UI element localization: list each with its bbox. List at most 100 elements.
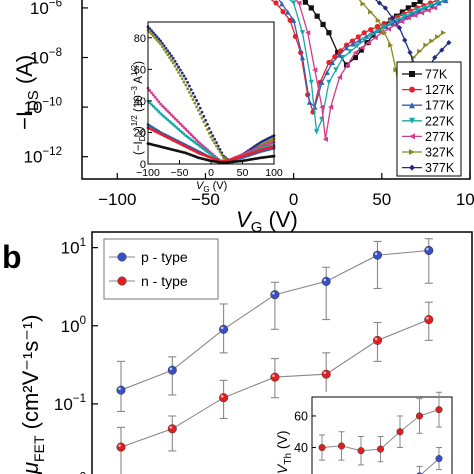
- panel-a-inset-y-tick-label-4-base: 80: [134, 33, 146, 45]
- panel-a-point-4-29: [319, 104, 325, 110]
- panel-a-inset-point-2-15: [173, 117, 177, 120]
- panel-a-inset-x-tick-label-3-base: 50: [237, 167, 249, 179]
- panel-a-inset-point-3-3: [152, 104, 155, 108]
- panel-b-inset-series-group: [318, 391, 443, 474]
- panel-a-point-3-40: [388, 20, 394, 26]
- panel-a-point-0-46: [417, 0, 423, 4]
- inset-b-y-label-unit: (V): [274, 430, 290, 453]
- panel-a-inset-point-2-27: [195, 138, 199, 142]
- panel-a-point-5-35: [360, 1, 366, 7]
- panel-a-inset-point-0-28: [197, 102, 200, 106]
- panel-b-legend-label-1: n - type: [141, 273, 188, 289]
- panel-b-frame: [91, 231, 473, 474]
- panel-a-inset-point-2-22: [186, 129, 190, 133]
- panel-a-point-4-39: [385, 26, 392, 32]
- panel-b-y-tick-label-1-base: 10: [61, 317, 80, 336]
- panel-a-inset-point-0-19: [180, 71, 184, 75]
- panel-a-inset-point-3-17: [177, 127, 181, 131]
- panel-a-inset-point-0-17: [177, 65, 181, 69]
- panel-a-x-tick-label-3: 50: [372, 190, 391, 209]
- panel-a-x-tick-label-3-base: 50: [372, 190, 391, 209]
- panel-a-x-tick-label-0: −100: [98, 190, 136, 209]
- inset-y-label-c: ): [133, 126, 145, 130]
- panel-b-point-shine-0-6: [426, 247, 429, 251]
- panel-b-inset-point-0-0: [318, 444, 326, 452]
- panel-a-inset-point-2-23: [188, 131, 191, 135]
- panel-b-inset-line-1: [420, 458, 440, 474]
- panel-b-inset-point-0-6: [435, 406, 443, 414]
- panel-a-point-2-28: [306, 99, 313, 105]
- panel-a-point-1-39: [368, 27, 374, 33]
- panel-b-point-shine-0-5: [374, 252, 378, 256]
- panel-b-y-tick-label-0-base: 10: [61, 239, 80, 258]
- panel-a-frame: [81, 0, 471, 180]
- panel-a-inset-point-0-21: [184, 77, 188, 81]
- panel-a-inset-x-tick-label-2-base: 0: [208, 167, 214, 179]
- panel-a-legend-marker-4: [409, 133, 415, 140]
- panel-a-inset-point-0-30: [200, 110, 204, 114]
- panel-a-x-tick-label-1: −50: [191, 190, 220, 209]
- panel-b-point-0-4: [321, 276, 331, 286]
- panel-a-point-0-36: [358, 47, 364, 53]
- panel-a-inset-y-tick-label-1: 20: [134, 127, 146, 139]
- panel-a-inset-point-2-3: [152, 93, 155, 97]
- panel-a-y-label-unit: (A): [12, 55, 37, 90]
- panel-a-point-0-28: [302, 0, 308, 5]
- panel-a-point-2-48: [436, 0, 442, 6]
- panel-a-inset-y-tick-label-3-base: 60: [134, 64, 146, 76]
- panel-a-inset-point-2-17: [177, 120, 181, 124]
- panel-b-y-label-sub: FET: [31, 435, 47, 462]
- panel-a-inset-point-3-20: [182, 132, 186, 136]
- panel-a-inset-point-1-25: [191, 98, 195, 101]
- panel-a-inset-point-1-14: [171, 61, 175, 65]
- panel-b-y-tick-label-2-exp: −1: [73, 393, 86, 405]
- panel-a-inset-point-1-20: [182, 80, 186, 84]
- panel-a-inset-point-1-5: [155, 38, 159, 42]
- panel-a-legend-label-2: 177K: [425, 99, 455, 113]
- panel-a-inset-point-0-18: [179, 68, 182, 72]
- panel-a-point-6-49: [446, 40, 452, 46]
- panel-a-point-3-27: [299, 30, 306, 36]
- panel-a-y-tick-label-1-base: 10: [30, 49, 49, 68]
- panel-b-point-shine-0-2: [220, 326, 224, 330]
- panel-a-y-tick-label-1-exp: −8: [49, 47, 62, 59]
- panel-b-label: b: [2, 239, 22, 275]
- panel-a-point-6-48: [439, 47, 445, 53]
- panel-a-inset-point-3-14: [171, 123, 175, 126]
- panel-a-x-tick-label-4-base: 100: [456, 190, 474, 209]
- panel-a-point-5-36: [368, 9, 374, 15]
- panel-b-point-1-6: [424, 315, 434, 325]
- panel-a-point-1-25: [280, 9, 286, 15]
- panel-a-point-2-24: [279, 1, 285, 7]
- panel-a-inset-x-tick-label-1: −50: [171, 167, 189, 179]
- panel-a-inset-point-3-9: [162, 115, 166, 119]
- panel-a-point-3-41: [394, 17, 400, 23]
- panel-b-legend-box: [103, 238, 219, 300]
- panel-a-legend-label-4: 277K: [425, 130, 455, 144]
- inset-y-label-h: 1/2: [130, 64, 139, 76]
- panel-a-inset-point-2-25: [191, 135, 195, 138]
- panel-a-inset-point-1-32: [204, 124, 208, 128]
- panel-b-legend-marker-0: [117, 252, 127, 262]
- panel-b-point-0-0: [116, 385, 126, 395]
- panel-a-x-tick-label-1-base: −50: [191, 190, 220, 209]
- panel-a-inset-x-axis-label: VG (V): [196, 180, 227, 194]
- panel-a-legend-marker-0: [409, 71, 415, 77]
- panel-b-point-shine-0-0: [118, 387, 121, 391]
- panel-b-inset-y-axis-label: VTh (V): [274, 430, 294, 474]
- panel-a-point-6-41: [396, 25, 403, 31]
- panel-b-y-tick-label-0: 101: [61, 237, 86, 258]
- panel-a-point-4-46: [432, 5, 438, 11]
- panel-a-point-3-33: [340, 54, 346, 61]
- panel-b-inset-y-tick-label-2-base: 60: [294, 409, 308, 423]
- panel-b-point-shine-1-0: [118, 444, 121, 447]
- panel-a-x-label-unit: (V): [262, 207, 297, 232]
- panel-a-point-0-29: [308, 5, 314, 11]
- panel-b-inset-point-0-3: [377, 445, 385, 453]
- panel-a-y-tick-label-2-exp: −10: [42, 96, 62, 108]
- panel-a-point-2-30: [319, 79, 325, 85]
- panel-a-inset-point-2-9: [162, 106, 166, 110]
